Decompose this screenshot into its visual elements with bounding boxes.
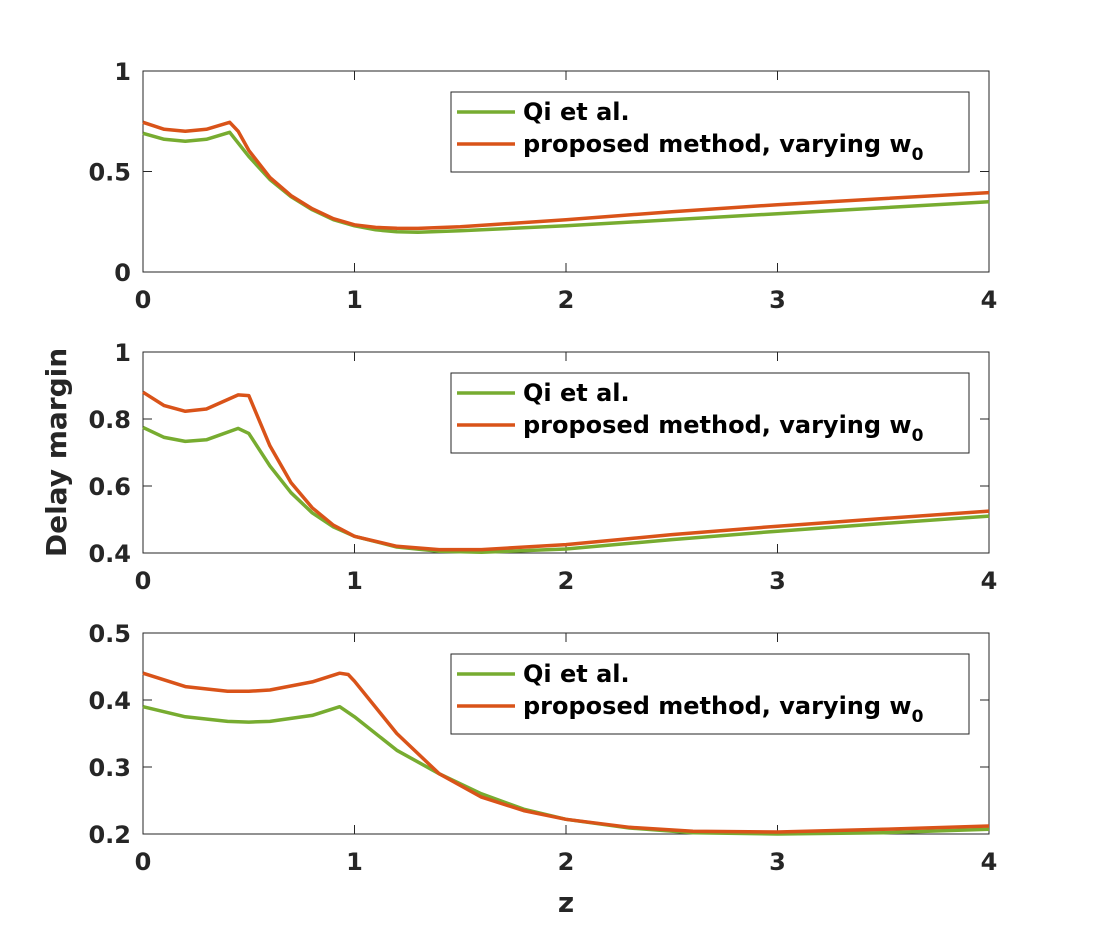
x-tick-label: 2 bbox=[558, 286, 575, 314]
legend-label-1: Qi et al. bbox=[523, 379, 630, 407]
x-tick-label: 3 bbox=[769, 286, 786, 314]
series-line-2 bbox=[142, 671, 990, 834]
y-tick-label: 0.6 bbox=[88, 473, 131, 501]
y-tick-label: 1 bbox=[114, 58, 131, 86]
legend-box bbox=[450, 653, 970, 735]
y-tick-label: 0.5 bbox=[88, 620, 131, 648]
series-line-2 bbox=[142, 390, 990, 552]
legend-box bbox=[450, 372, 970, 454]
x-tick-label: 1 bbox=[346, 848, 363, 876]
series-line-2 bbox=[142, 120, 990, 231]
y-tick-label: 1 bbox=[114, 339, 131, 367]
x-tick-label: 4 bbox=[981, 567, 998, 595]
y-tick-label: 0.3 bbox=[88, 754, 131, 782]
y-tick-label: 0 bbox=[114, 259, 131, 287]
x-tick-label: 0 bbox=[135, 848, 152, 876]
legend-box bbox=[450, 91, 970, 173]
subplot-3: 0 1 2 3 40.20.30.40.5Qi et al.proposed metho… bbox=[88, 620, 997, 919]
x-tick-label: 0 bbox=[135, 286, 152, 314]
x-tick-label: 2 bbox=[558, 567, 575, 595]
legend-subscript: 0 bbox=[912, 426, 924, 446]
x-tick-label: 3 bbox=[769, 848, 786, 876]
y-tick-label: 0.8 bbox=[88, 406, 131, 434]
x-tick-label: 4 bbox=[981, 286, 998, 314]
y-tick-label: 0.5 bbox=[88, 159, 131, 187]
legend-label-1: Qi et al. bbox=[523, 98, 630, 126]
x-tick-label: 0 bbox=[135, 567, 152, 595]
y-tick-label: 0.4 bbox=[88, 540, 131, 568]
x-tick-label: 2 bbox=[558, 848, 575, 876]
x-tick-label: 4 bbox=[981, 848, 998, 876]
legend-subscript: 0 bbox=[912, 145, 924, 165]
legend-subscript: 0 bbox=[912, 707, 924, 727]
x-tick-label: 3 bbox=[769, 567, 786, 595]
y-tick-label: 0.2 bbox=[88, 821, 131, 849]
x-axis-label: z bbox=[558, 886, 574, 919]
y-tick-label: 0.4 bbox=[88, 687, 131, 715]
x-tick-label: 1 bbox=[346, 567, 363, 595]
y-axis-label: Delay margin bbox=[40, 348, 73, 557]
legend-label-1: Qi et al. bbox=[523, 660, 630, 688]
x-tick-label: 1 bbox=[346, 286, 363, 314]
